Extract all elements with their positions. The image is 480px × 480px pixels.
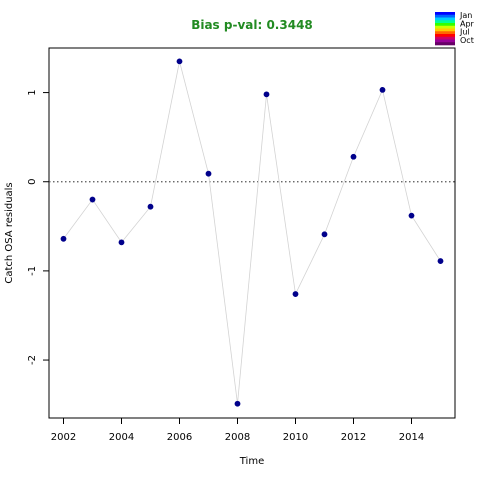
legend-color-swatch	[435, 31, 455, 35]
legend-color-swatch	[435, 36, 455, 40]
legend-color-swatch	[435, 14, 455, 18]
y-axis: -2 -1 0 1	[27, 89, 49, 365]
legend-color-swatch	[435, 12, 455, 16]
y-tick-label: -2	[27, 355, 38, 365]
plot-frame	[48, 47, 456, 419]
residual-point	[176, 58, 183, 65]
residual-series-line	[63, 61, 441, 404]
y-axis-title: Catch OSA residuals	[4, 182, 15, 283]
residual-point	[118, 239, 125, 246]
residual-point	[263, 91, 270, 98]
residual-point	[147, 203, 154, 210]
legend-color-swatch	[435, 34, 455, 38]
legend-color-swatch	[435, 20, 455, 24]
x-tick-label: 2004	[109, 432, 134, 443]
legend-label: Jul	[459, 28, 470, 37]
legend-label: Apr	[460, 19, 475, 28]
legend-color-swatch	[435, 23, 455, 27]
legend-color-swatch	[435, 39, 455, 43]
residual-point	[205, 170, 212, 177]
legend-color-swatch	[435, 25, 455, 29]
x-tick-label: 2012	[341, 432, 366, 443]
x-tick-label: 2006	[167, 432, 192, 443]
x-axis-title: Time	[239, 456, 264, 467]
residual-point	[60, 235, 67, 242]
residual-points	[60, 58, 444, 407]
x-tick-label: 2010	[283, 432, 308, 443]
residual-point	[89, 196, 96, 203]
legend-color-swatch	[435, 42, 455, 46]
legend-label: Jan	[459, 11, 472, 20]
residual-point	[350, 153, 357, 160]
y-tick-label: -1	[27, 266, 38, 276]
y-tick-label: 1	[27, 89, 38, 95]
residual-point	[234, 400, 241, 407]
residual-point	[292, 291, 299, 297]
x-tick-label: 2008	[225, 432, 250, 443]
residual-point	[408, 212, 415, 219]
x-tick-label: 2002	[51, 432, 76, 443]
legend-label: Oct	[460, 36, 474, 45]
residual-point	[321, 231, 328, 238]
legend-color-swatch	[435, 28, 455, 32]
y-tick-label: 0	[27, 179, 38, 185]
legend-color-swatch	[435, 17, 455, 21]
x-axis: 2002 2004 2006 2008 2010 2012 2014	[51, 418, 424, 443]
residual-point	[379, 87, 386, 93]
chart-title: Bias p-val: 0.3448	[191, 18, 313, 32]
x-tick-label: 2014	[399, 432, 424, 443]
residual-point	[437, 258, 444, 264]
